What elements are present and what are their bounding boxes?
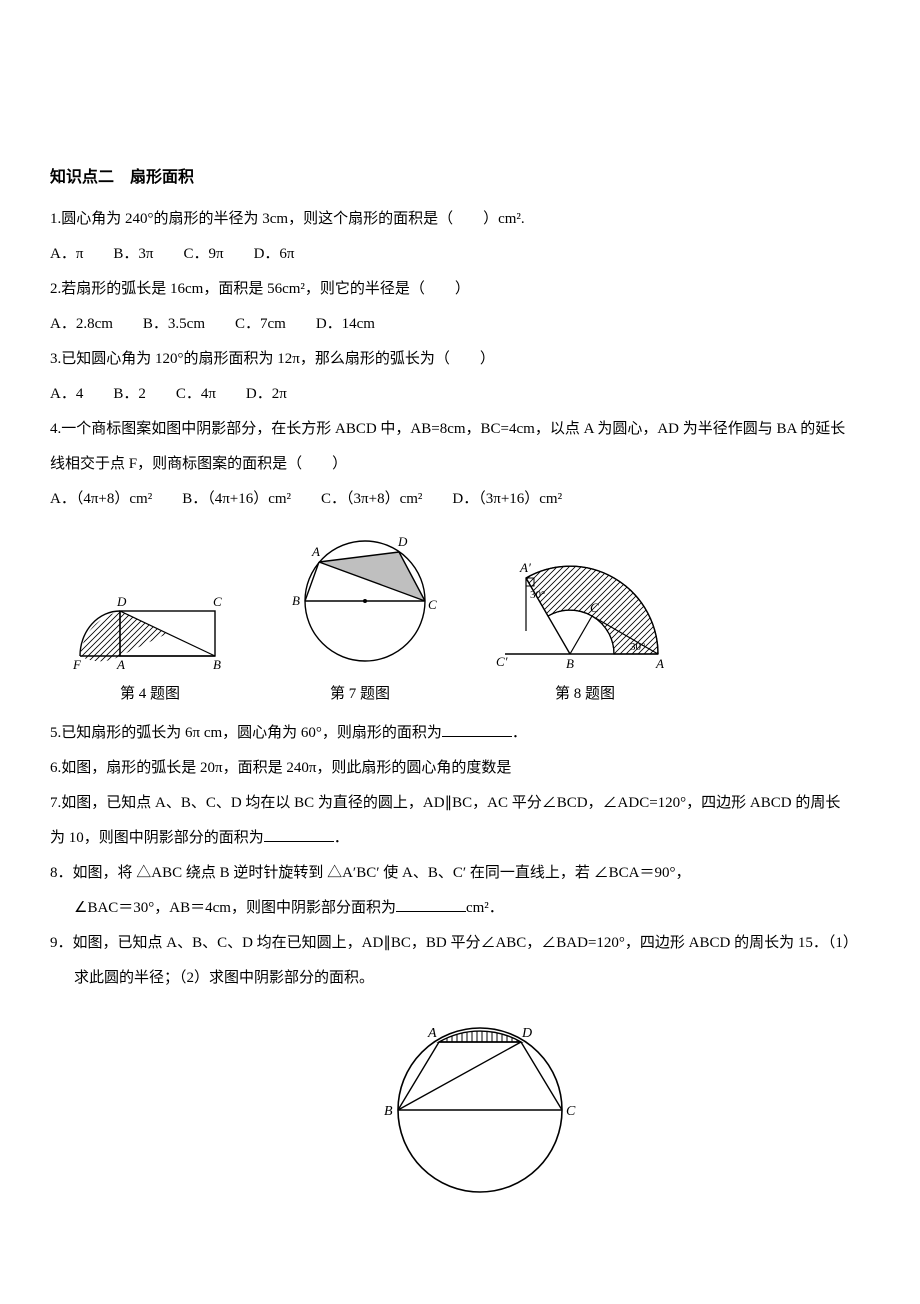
svg-text:A′: A′ [519,560,531,575]
q8-line1: 8．如图，将 △ABC 绕点 B 逆时针旋转到 △A′BC′ 使 A、B、C′ … [50,857,870,890]
svg-text:B: B [213,657,221,672]
section-title: 知识点二 扇形面积 [50,160,870,195]
svg-text:B: B [384,1104,393,1119]
q2-text: 2.若扇形的弧长是 16cm，面积是 56cm²，则它的半径是（ ） [50,273,870,306]
q4-line1: 4.一个商标图案如图中阴影部分，在长方形 ABCD 中，AB=8cm，BC=4c… [50,413,870,446]
figure-7: A D B C 第 7 题图 [270,526,450,711]
q4-line2: 线相交于点 F，则商标图案的面积是（ ） [50,448,870,481]
svg-text:D: D [521,1026,532,1041]
svg-text:30°: 30° [530,589,545,601]
q3-text: 3.已知圆心角为 120°的扇形面积为 12π，那么扇形的弧长为（ ） [50,343,870,376]
q1-text: 1.圆心角为 240°的扇形的半径为 3cm，则这个扇形的面积是（ ）cm². [50,203,870,236]
svg-text:D: D [116,594,127,609]
q5-end: ． [512,725,527,741]
q9-line1: 9．如图，已知点 A、B、C、D 均在已知圆上，AD∥BC，BD 平分∠ABC，… [50,927,870,960]
q5: 5.已知扇形的弧长为 6π cm，圆心角为 60°，则扇形的面积为 ． [50,717,870,750]
q7-blank [264,827,334,842]
q9-line2: 求此圆的半径；（2）求图中阴影部分的面积。 [50,962,870,995]
figure-8: A′ 30° C C′ B 30° A 第 8 题图 [490,526,680,711]
figure-7-caption: 第 7 题图 [270,678,450,711]
figure-4-caption: 第 4 题图 [70,678,230,711]
q6: 6.如图，扇形的弧长是 20π，面积是 240π，则此扇形的圆心角的度数是 [50,752,870,785]
figure-4: D C F A B 第 4 题图 [70,566,230,711]
q5-blank [442,722,512,737]
svg-text:C′: C′ [496,654,508,669]
q8-line2: ∠BAC＝30°，AB＝4cm，则图中阴影部分面积为 cm²． [50,892,870,925]
svg-text:F: F [72,657,82,672]
q2-options: A．2.8cm B．3.5cm C．7cm D．14cm [50,308,870,341]
q7-line1: 7.如图，已知点 A、B、C、D 均在以 BC 为直径的圆上，AD∥BC，AC … [50,787,870,820]
svg-text:A: A [116,657,125,672]
svg-text:C: C [566,1104,576,1119]
q8-line2b: cm²． [466,900,504,916]
svg-text:30°: 30° [630,641,645,653]
q8-blank [396,897,466,912]
q8-line2a: ∠BAC＝30°，AB＝4cm，则图中阴影部分面积为 [74,900,396,916]
figure-9: A D B C [370,1005,870,1205]
svg-text:C: C [213,594,222,609]
svg-text:C: C [590,600,599,615]
q7-end: ． [334,830,349,846]
svg-text:B: B [566,656,574,671]
q1-options: A．π B．3π C．9π D．6π [50,238,870,271]
svg-text:A: A [655,656,664,671]
q7-line2: 为 10，则图中阴影部分的面积为 ． [50,822,870,855]
q7-line2-text: 为 10，则图中阴影部分的面积为 [50,830,264,846]
q3-options: A．4 B．2 C．4π D．2π [50,378,870,411]
svg-text:A: A [311,544,320,559]
figure-8-caption: 第 8 题图 [490,678,680,711]
svg-text:B: B [292,593,300,608]
svg-text:C: C [428,597,437,612]
q5-text: 5.已知扇形的弧长为 6π cm，圆心角为 60°，则扇形的面积为 [50,725,442,741]
figure-row: D C F A B 第 4 题图 A D B C 第 7 题图 [70,526,870,711]
svg-text:A: A [427,1026,437,1041]
q4-options: A．（4π+8）cm² B．（4π+16）cm² C．（3π+8）cm² D．（… [50,483,870,516]
svg-text:D: D [397,534,408,549]
